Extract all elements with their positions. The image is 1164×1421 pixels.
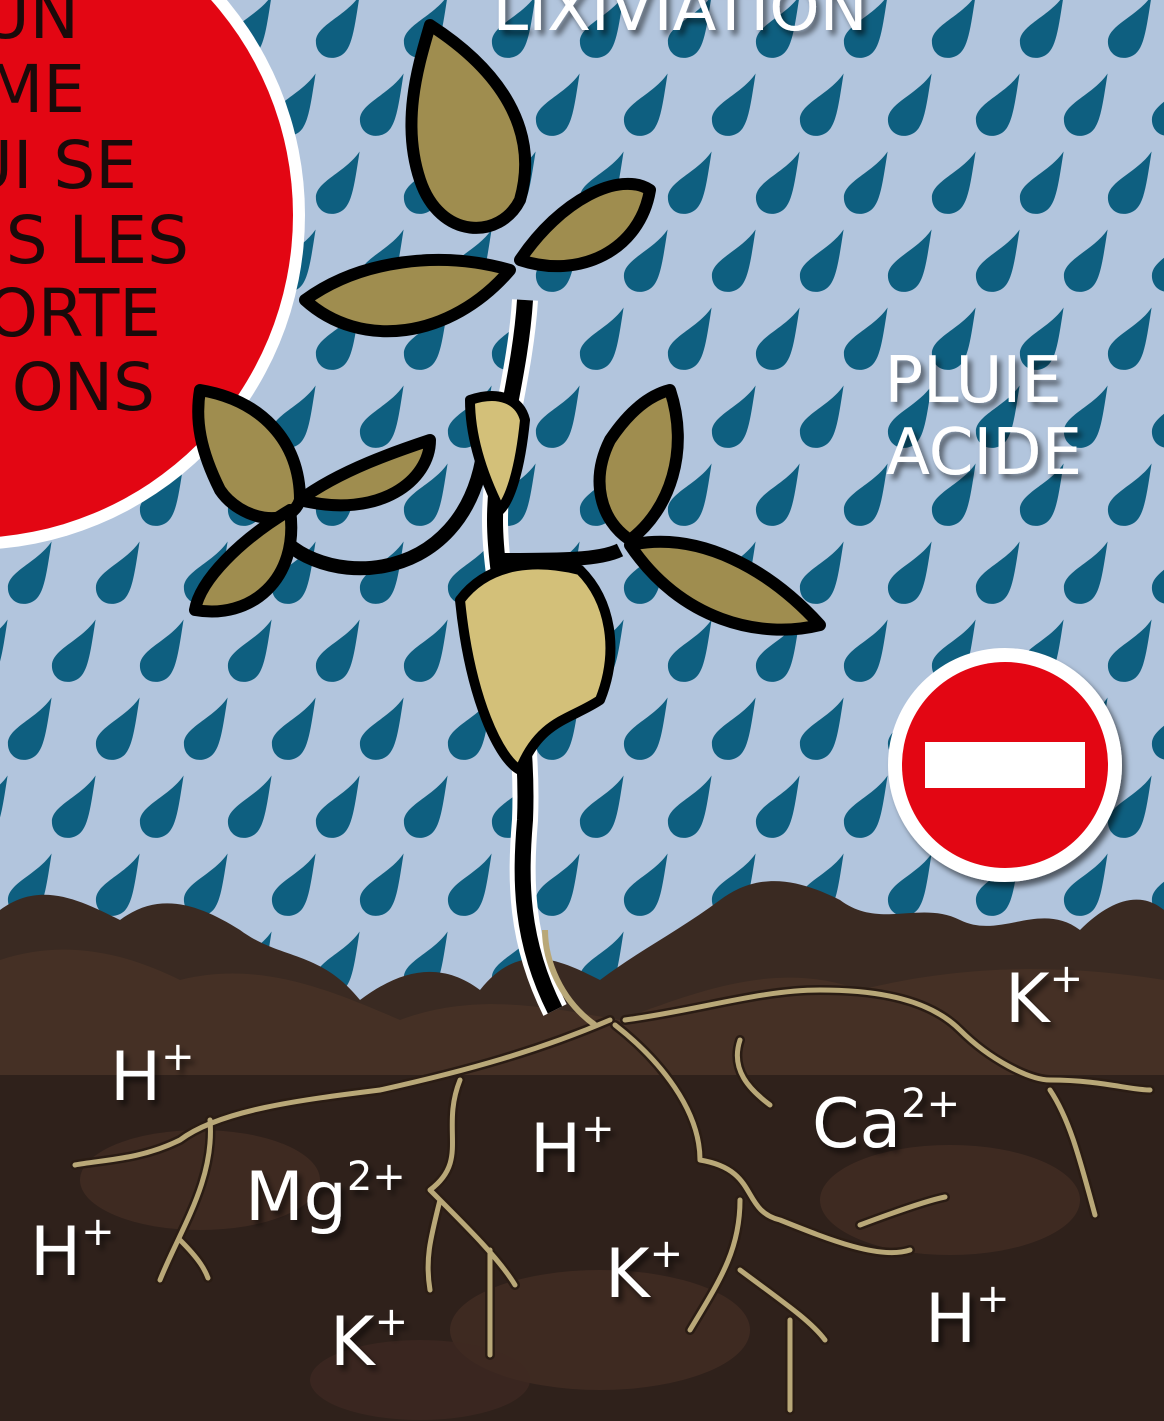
ion-charge: +: [161, 1034, 195, 1080]
title: LIXIVIATION: [493, 0, 868, 46]
ion-charge: +: [581, 1106, 615, 1152]
circle-line: NS LES: [0, 202, 189, 279]
ion-symbol: K: [330, 1303, 377, 1382]
circle-line: UI SE: [0, 127, 137, 204]
ion-symbol: K: [605, 1235, 652, 1314]
ion-symbol: H: [925, 1280, 976, 1359]
ion-symbol: H: [110, 1038, 161, 1117]
ion-charge: 2+: [347, 1154, 406, 1200]
page: UN EME UI SE NS LES FORTE ONS LIX: [0, 0, 1164, 1421]
ion-charge: 2+: [901, 1081, 960, 1127]
ion-charge: +: [976, 1276, 1010, 1322]
no-entry-sign: [888, 648, 1122, 882]
ion-symbol: Mg: [245, 1158, 347, 1237]
rain-label: PLUIE ACIDE: [884, 344, 1082, 490]
circle-line: EME: [0, 51, 85, 128]
circle-line: FORTE: [0, 275, 161, 352]
ion-symbol: H: [30, 1213, 81, 1292]
ion-symbol: K: [1005, 960, 1052, 1039]
circle-line: ONS: [12, 349, 155, 426]
ion-charge: +: [81, 1209, 115, 1255]
illustration: UN EME UI SE NS LES FORTE ONS LIX: [0, 0, 1164, 1421]
ion-charge: +: [375, 1299, 409, 1345]
rain-label-line: ACIDE: [886, 416, 1082, 490]
circle-line: UN: [0, 0, 79, 54]
rain-label-line: PLUIE: [884, 344, 1061, 418]
ion-charge: +: [650, 1231, 684, 1277]
ion-symbol: Ca: [812, 1085, 901, 1164]
ion-symbol: H: [530, 1110, 581, 1189]
ion-charge: +: [1050, 956, 1084, 1002]
